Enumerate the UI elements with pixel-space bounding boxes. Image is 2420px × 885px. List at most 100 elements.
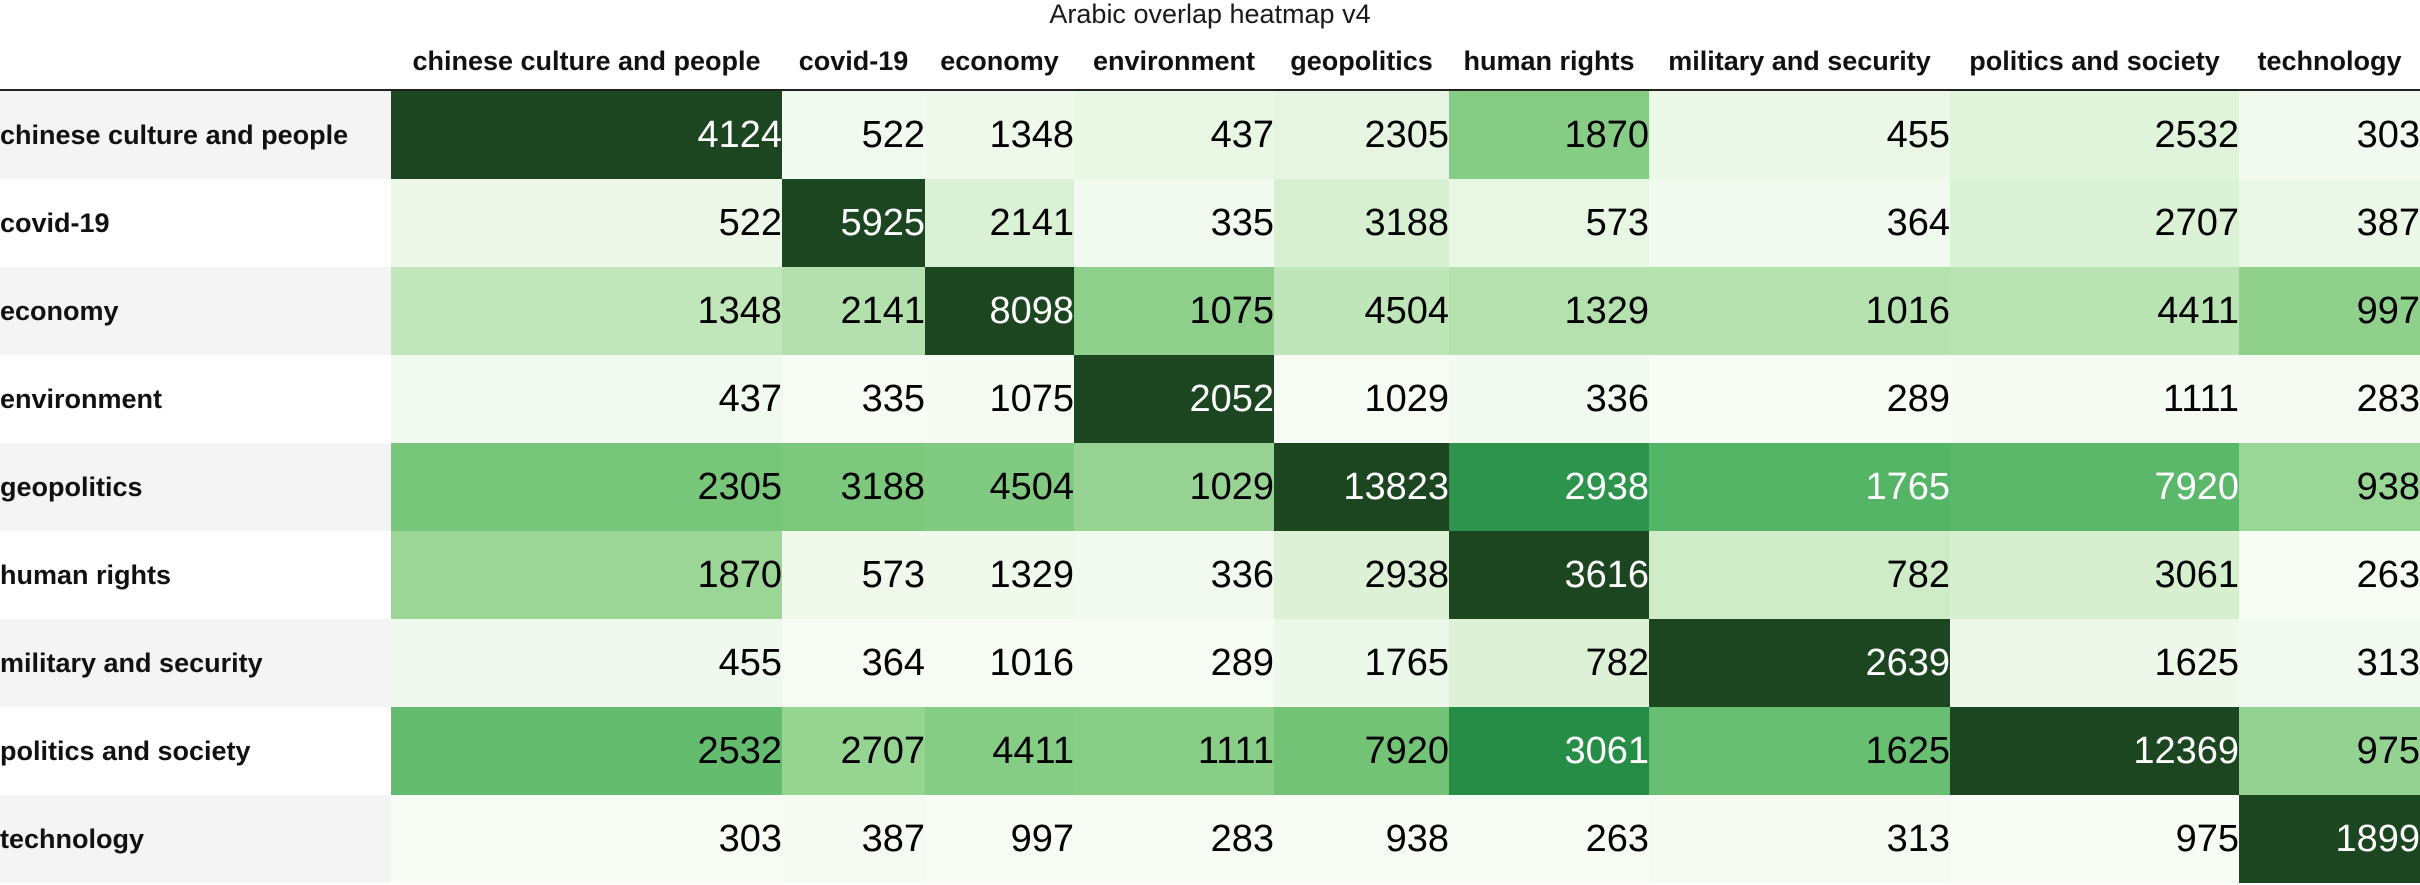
column-header-covid-19: covid-19 xyxy=(782,34,925,91)
heatmap-cell: 1625 xyxy=(1950,619,2239,707)
heatmap-cell: 13823 xyxy=(1274,443,1449,531)
column-header-technology: technology xyxy=(2239,34,2420,91)
heatmap-body: chinese culture and people 4124 522 1348 437… xyxy=(0,90,2420,883)
heatmap-cell: 335 xyxy=(1074,179,1274,267)
row-header-economy: economy xyxy=(0,267,391,355)
heatmap-cell: 1625 xyxy=(1649,707,1950,795)
heatmap-cell: 4504 xyxy=(925,443,1074,531)
heatmap-cell: 364 xyxy=(1649,179,1950,267)
heatmap-cell: 1329 xyxy=(1449,267,1649,355)
column-header-environment: environment xyxy=(1074,34,1274,91)
heatmap-cell: 1075 xyxy=(925,355,1074,443)
heatmap-cell: 782 xyxy=(1649,531,1950,619)
column-header-military-and-security: military and security xyxy=(1649,34,1950,91)
heatmap-row: environment 437 335 1075 2052 1029 336 289 1111 2… xyxy=(0,355,2420,443)
heatmap-cell: 1111 xyxy=(1950,355,2239,443)
heatmap-cell: 1016 xyxy=(925,619,1074,707)
heatmap-cell: 3188 xyxy=(782,443,925,531)
heatmap-cell: 2707 xyxy=(782,707,925,795)
heatmap-cell: 387 xyxy=(2239,179,2420,267)
heatmap-cell: 289 xyxy=(1649,355,1950,443)
heatmap-table: chinese culture and people covid-19 econom… xyxy=(0,34,2420,883)
heatmap-cell: 3061 xyxy=(1449,707,1649,795)
row-header-geopolitics: geopolitics xyxy=(0,443,391,531)
heatmap-row: economy 1348 2141 8098 1075 4504 1329 1016 4411 9… xyxy=(0,267,2420,355)
column-header-human-rights: human rights xyxy=(1449,34,1649,91)
column-header-politics-and-society: politics and society xyxy=(1950,34,2239,91)
heatmap-cell: 2707 xyxy=(1950,179,2239,267)
heatmap-cell: 2532 xyxy=(391,707,782,795)
heatmap-cell: 975 xyxy=(1950,795,2239,883)
row-header-human-rights: human rights xyxy=(0,531,391,619)
heatmap-cell: 573 xyxy=(1449,179,1649,267)
heatmap-cell: 263 xyxy=(2239,531,2420,619)
heatmap-cell: 7920 xyxy=(1274,707,1449,795)
heatmap-cell: 455 xyxy=(1649,90,1950,179)
heatmap-row: geopolitics 2305 3188 4504 1029 13823 2938 1765… xyxy=(0,443,2420,531)
heatmap-cell: 3188 xyxy=(1274,179,1449,267)
heatmap-row: politics and society 2532 2707 4411 1111 7920… xyxy=(0,707,2420,795)
heatmap-cell: 364 xyxy=(782,619,925,707)
heatmap-cell: 782 xyxy=(1449,619,1649,707)
heatmap-cell: 1765 xyxy=(1274,619,1449,707)
heatmap-cell: 1029 xyxy=(1074,443,1274,531)
heatmap-cell: 573 xyxy=(782,531,925,619)
column-header-row: chinese culture and people covid-19 econom… xyxy=(0,34,2420,91)
heatmap-cell: 4504 xyxy=(1274,267,1449,355)
heatmap-cell: 938 xyxy=(1274,795,1449,883)
heatmap-cell: 2938 xyxy=(1449,443,1649,531)
heatmap-cell: 975 xyxy=(2239,707,2420,795)
heatmap-cell: 455 xyxy=(391,619,782,707)
heatmap-cell: 335 xyxy=(782,355,925,443)
heatmap-cell: 1899 xyxy=(2239,795,2420,883)
heatmap-cell: 4411 xyxy=(1950,267,2239,355)
heatmap-cell: 5925 xyxy=(782,179,925,267)
heatmap-cell: 2305 xyxy=(1274,90,1449,179)
row-header-technology: technology xyxy=(0,795,391,883)
heatmap-cell: 263 xyxy=(1449,795,1649,883)
heatmap-cell: 2532 xyxy=(1950,90,2239,179)
row-header-environment: environment xyxy=(0,355,391,443)
heatmap-cell: 437 xyxy=(391,355,782,443)
heatmap-cell: 3061 xyxy=(1950,531,2239,619)
heatmap-cell: 3616 xyxy=(1449,531,1649,619)
heatmap-cell: 938 xyxy=(2239,443,2420,531)
row-header-chinese-culture-and-people: chinese culture and people xyxy=(0,90,391,179)
heatmap-row: chinese culture and people 4124 522 1348 437… xyxy=(0,90,2420,179)
heatmap-cell: 1765 xyxy=(1649,443,1950,531)
row-header-covid-19: covid-19 xyxy=(0,179,391,267)
heatmap-cell: 997 xyxy=(925,795,1074,883)
heatmap-cell: 12369 xyxy=(1950,707,2239,795)
heatmap-cell: 1870 xyxy=(391,531,782,619)
heatmap-cell: 1870 xyxy=(1449,90,1649,179)
heatmap-cell: 1111 xyxy=(1074,707,1274,795)
heatmap-cell: 289 xyxy=(1074,619,1274,707)
row-header-military-and-security: military and security xyxy=(0,619,391,707)
heatmap-cell: 2305 xyxy=(391,443,782,531)
heatmap-cell: 522 xyxy=(782,90,925,179)
chart-title: Arabic overlap heatmap v4 xyxy=(1049,0,1371,29)
heatmap-cell: 313 xyxy=(1649,795,1950,883)
heatmap-cell: 283 xyxy=(2239,355,2420,443)
heatmap-cell: 437 xyxy=(1074,90,1274,179)
heatmap-cell: 1075 xyxy=(1074,267,1274,355)
heatmap-cell: 387 xyxy=(782,795,925,883)
heatmap-cell: 313 xyxy=(2239,619,2420,707)
heatmap-row: covid-19 522 5925 2141 335 3188 573 364 2707 387 xyxy=(0,179,2420,267)
heatmap-cell: 522 xyxy=(391,179,782,267)
heatmap-cell: 1329 xyxy=(925,531,1074,619)
heatmap-cell: 2141 xyxy=(782,267,925,355)
corner-cell xyxy=(0,34,391,91)
column-header-geopolitics: geopolitics xyxy=(1274,34,1449,91)
heatmap-cell: 997 xyxy=(2239,267,2420,355)
heatmap-row: human rights 1870 573 1329 336 2938 3616 782 306… xyxy=(0,531,2420,619)
heatmap-cell: 2938 xyxy=(1274,531,1449,619)
column-header-economy: economy xyxy=(925,34,1074,91)
heatmap-cell: 1016 xyxy=(1649,267,1950,355)
column-header-chinese-culture-and-people: chinese culture and people xyxy=(391,34,782,91)
heatmap-cell: 2052 xyxy=(1074,355,1274,443)
heatmap-cell: 4124 xyxy=(391,90,782,179)
heatmap-cell: 303 xyxy=(391,795,782,883)
heatmap-cell: 1348 xyxy=(391,267,782,355)
heatmap-cell: 336 xyxy=(1449,355,1649,443)
